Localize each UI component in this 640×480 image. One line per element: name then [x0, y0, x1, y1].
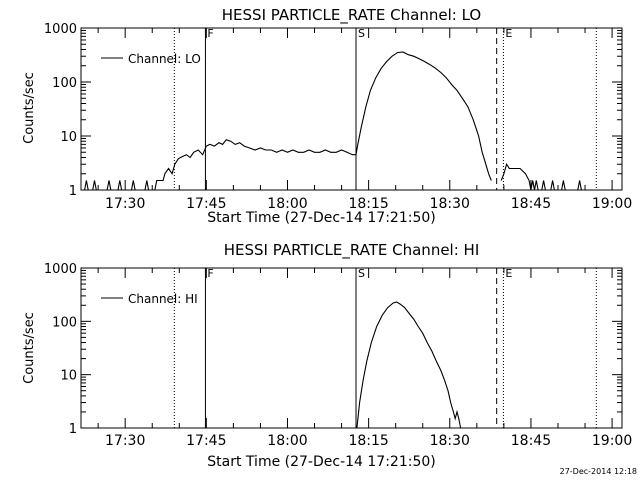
x-tick-label: 17:30	[105, 196, 145, 212]
x-tick-label: 18:30	[430, 196, 470, 212]
x-tick-label: 18:15	[348, 196, 388, 212]
x-tick-label: 17:45	[186, 433, 226, 449]
legend-label: Channel: HI	[128, 292, 198, 306]
plot-frame	[80, 27, 623, 191]
x-tick-label: 18:45	[511, 433, 551, 449]
y-tick-label: 1000	[44, 22, 77, 37]
y-tick-label: 1	[69, 184, 77, 199]
y-axis-label: Counts/sec	[22, 72, 37, 144]
marker-label-e: E	[505, 27, 512, 40]
x-tick-label: 18:30	[430, 433, 470, 449]
chart-title: HESSI PARTICLE_RATE Channel: HI	[224, 241, 480, 260]
x-tick-label: 17:45	[186, 196, 226, 212]
x-tick-label: 17:30	[105, 433, 145, 449]
chart-title: HESSI PARTICLE_RATE Channel: LO	[222, 6, 481, 25]
series-line	[500, 162, 582, 191]
marker-label-s: S	[358, 27, 365, 40]
legend-label: Channel: LO	[128, 52, 201, 66]
x-axis-label: Start Time (27-Dec-14 17:21:50)	[207, 210, 435, 226]
x-tick-label: 19:00	[592, 433, 632, 449]
plot-frame	[80, 267, 623, 429]
x-tick-label: 18:15	[348, 433, 388, 449]
x-tick-label: 18:00	[267, 433, 307, 449]
chart-panel-hi: HESSI PARTICLE_RATE Channel: HI 1 10 100 100…	[22, 241, 632, 470]
timestamp-label: 27-Dec-2014 12:18	[560, 467, 637, 476]
series-line	[81, 51, 492, 191]
x-tick-label: 19:00	[592, 196, 632, 212]
series-line	[356, 301, 462, 429]
y-tick-label: 100	[52, 315, 77, 330]
y-tick-label: 100	[52, 76, 77, 91]
y-tick-label: 10	[60, 130, 77, 145]
marker-label-s: S	[358, 267, 365, 280]
marker-label-e: E	[505, 267, 512, 280]
marker-label-f: F	[207, 27, 213, 40]
y-tick-label: 1000	[44, 262, 77, 277]
y-axis-label: Counts/sec	[22, 312, 37, 384]
y-tick-label: 1	[69, 422, 77, 437]
x-tick-label: 18:45	[511, 196, 551, 212]
marker-label-f: F	[207, 267, 213, 280]
chart-panel-lo: HESSI PARTICLE_RATE Channel: LO 1 10 100 100…	[22, 6, 632, 226]
x-tick-label: 18:00	[267, 196, 307, 212]
x-axis-label: Start Time (27-Dec-14 17:21:50)	[207, 454, 435, 470]
y-tick-label: 10	[60, 369, 77, 384]
